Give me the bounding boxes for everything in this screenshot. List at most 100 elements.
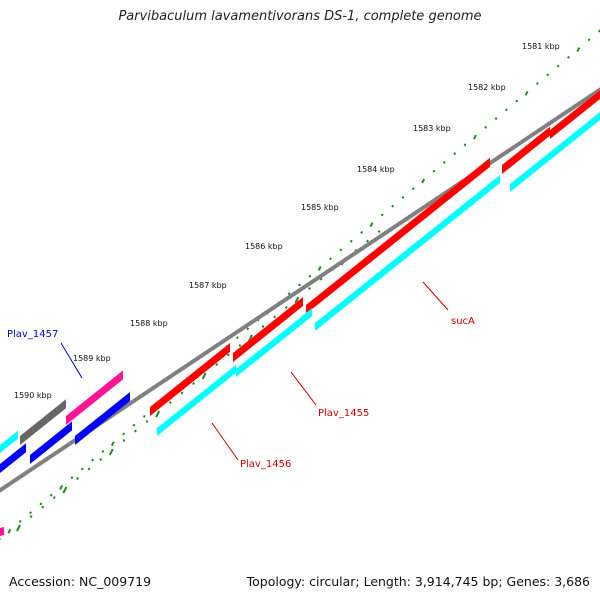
ruler-tick (536, 82, 539, 85)
cds-blue (30, 421, 72, 464)
ruler-tick (192, 382, 195, 385)
ruler-tick (59, 485, 63, 490)
ruler-tick (246, 327, 250, 331)
cds-reverse (0, 430, 18, 454)
cds-grey (20, 399, 66, 445)
ruler-tick (391, 204, 394, 208)
ruler-labels: 1581 kbp 1582 kbp 1583 kbp 1584 kbp 1585 kbp… (14, 42, 560, 400)
ruler-tick (463, 143, 467, 147)
ruler-tick (122, 432, 126, 436)
ruler-tick (62, 486, 68, 494)
cds-blue-top (30, 418, 76, 455)
ruler-tick (52, 496, 56, 499)
accession-label: Accession: NC_009719 (9, 574, 152, 589)
cds-forward (550, 90, 600, 139)
ruler-label: 1587 kbp (189, 281, 227, 290)
ruler-tick (284, 306, 288, 309)
gene-Plav_1457 (66, 370, 123, 425)
gene-label-Plav_1455: Plav_1455 (318, 408, 369, 419)
ruler-tick (349, 239, 353, 243)
ruler-tick (134, 429, 137, 433)
cds-blue-top (75, 389, 134, 436)
cds-blue (75, 392, 130, 445)
ruler-tick (576, 47, 581, 52)
ruler-tick (99, 458, 103, 461)
cds-reverse-top (315, 172, 504, 323)
cds-forward-top (233, 294, 307, 353)
ruler-tick (505, 108, 508, 112)
feature-tracks (0, 87, 600, 536)
gene-sucA (306, 157, 490, 314)
gene-label-Plav_1457: Plav_1457 (7, 329, 58, 340)
ruler-tick (494, 117, 498, 121)
ruler-tick (377, 230, 381, 233)
ruler-tick (366, 239, 369, 243)
callout-line (422, 281, 449, 311)
ruler-tick (108, 448, 114, 456)
gene-Plav_1457-top (66, 367, 127, 416)
ruler-label: 1581 kbp (522, 42, 560, 51)
ruler-tick (411, 187, 415, 191)
ruler-tick (453, 152, 457, 156)
cds-forward-top (150, 340, 234, 407)
cds-forward-top (550, 90, 600, 130)
cds-grey-top (20, 396, 70, 436)
ruler-label: 1582 kbp (468, 83, 506, 92)
ruler-track-outer (0, 29, 600, 541)
cds-edge (0, 527, 4, 536)
ruler-tick (39, 502, 43, 506)
ruler-tick (294, 296, 300, 304)
cds-reverse-top (510, 112, 600, 184)
callout-line (60, 342, 83, 379)
ruler-track-inner (16, 230, 381, 532)
cds-blue-top (0, 440, 30, 465)
ruler-label: 1586 kbp (245, 242, 283, 251)
genome-backbone (0, 87, 600, 493)
ruler-tick (29, 515, 33, 518)
gene-callouts: sucA Plav_1455 Plav_1456 Plav_1457 (7, 281, 475, 470)
ruler-tick (380, 213, 384, 217)
ruler-tick (132, 423, 136, 427)
ruler-tick (49, 493, 53, 497)
cds-reverse (510, 112, 600, 192)
genome-summary: Topology: circular; Length: 3,914,745 bp… (246, 574, 590, 589)
ruler-tick (329, 257, 332, 261)
ruler-tick (41, 505, 45, 509)
ruler-label: 1584 kbp (357, 165, 395, 174)
ruler-label: 1590 kbp (14, 391, 52, 400)
ruler-tick (76, 477, 79, 480)
genome-title: Parvibaculum lavamentivorans DS-1, compl… (118, 9, 482, 24)
ruler-tick (261, 325, 265, 328)
ruler-tick (339, 248, 343, 252)
ruler-tick (87, 467, 91, 471)
ruler-tick (215, 363, 219, 366)
ruler-tick (308, 287, 311, 290)
gene-label-sucA: sucA (451, 316, 475, 327)
ruler-tick (226, 353, 230, 357)
ruler-tick (29, 511, 32, 515)
ruler-tick (16, 524, 21, 532)
ruler-tick (80, 467, 84, 471)
cds-reverse-top (0, 427, 22, 446)
cds-forward-top (502, 123, 554, 165)
callout-line (211, 422, 239, 461)
ruler-tick (369, 222, 374, 228)
gene-Plav_1456 (157, 364, 236, 436)
ruler-tick (110, 441, 115, 447)
ruler-tick (155, 410, 161, 418)
ruler-tick (401, 195, 405, 199)
ruler-label: 1589 kbp (73, 354, 111, 363)
ruler-tick (236, 336, 239, 339)
ruler-label: 1583 kbp (413, 124, 451, 133)
ruler-tick (287, 292, 291, 296)
ruler-tick (180, 391, 184, 395)
ruler-tick (7, 528, 12, 534)
ruler-tick (360, 231, 363, 234)
gene-Plav_1455 (236, 308, 312, 377)
ruler-tick (484, 125, 488, 129)
ruler-tick (18, 520, 22, 523)
cds-forward (150, 343, 230, 416)
ruler-tick (273, 315, 277, 319)
ruler-tick (515, 99, 519, 103)
ruler-tick (91, 458, 94, 462)
